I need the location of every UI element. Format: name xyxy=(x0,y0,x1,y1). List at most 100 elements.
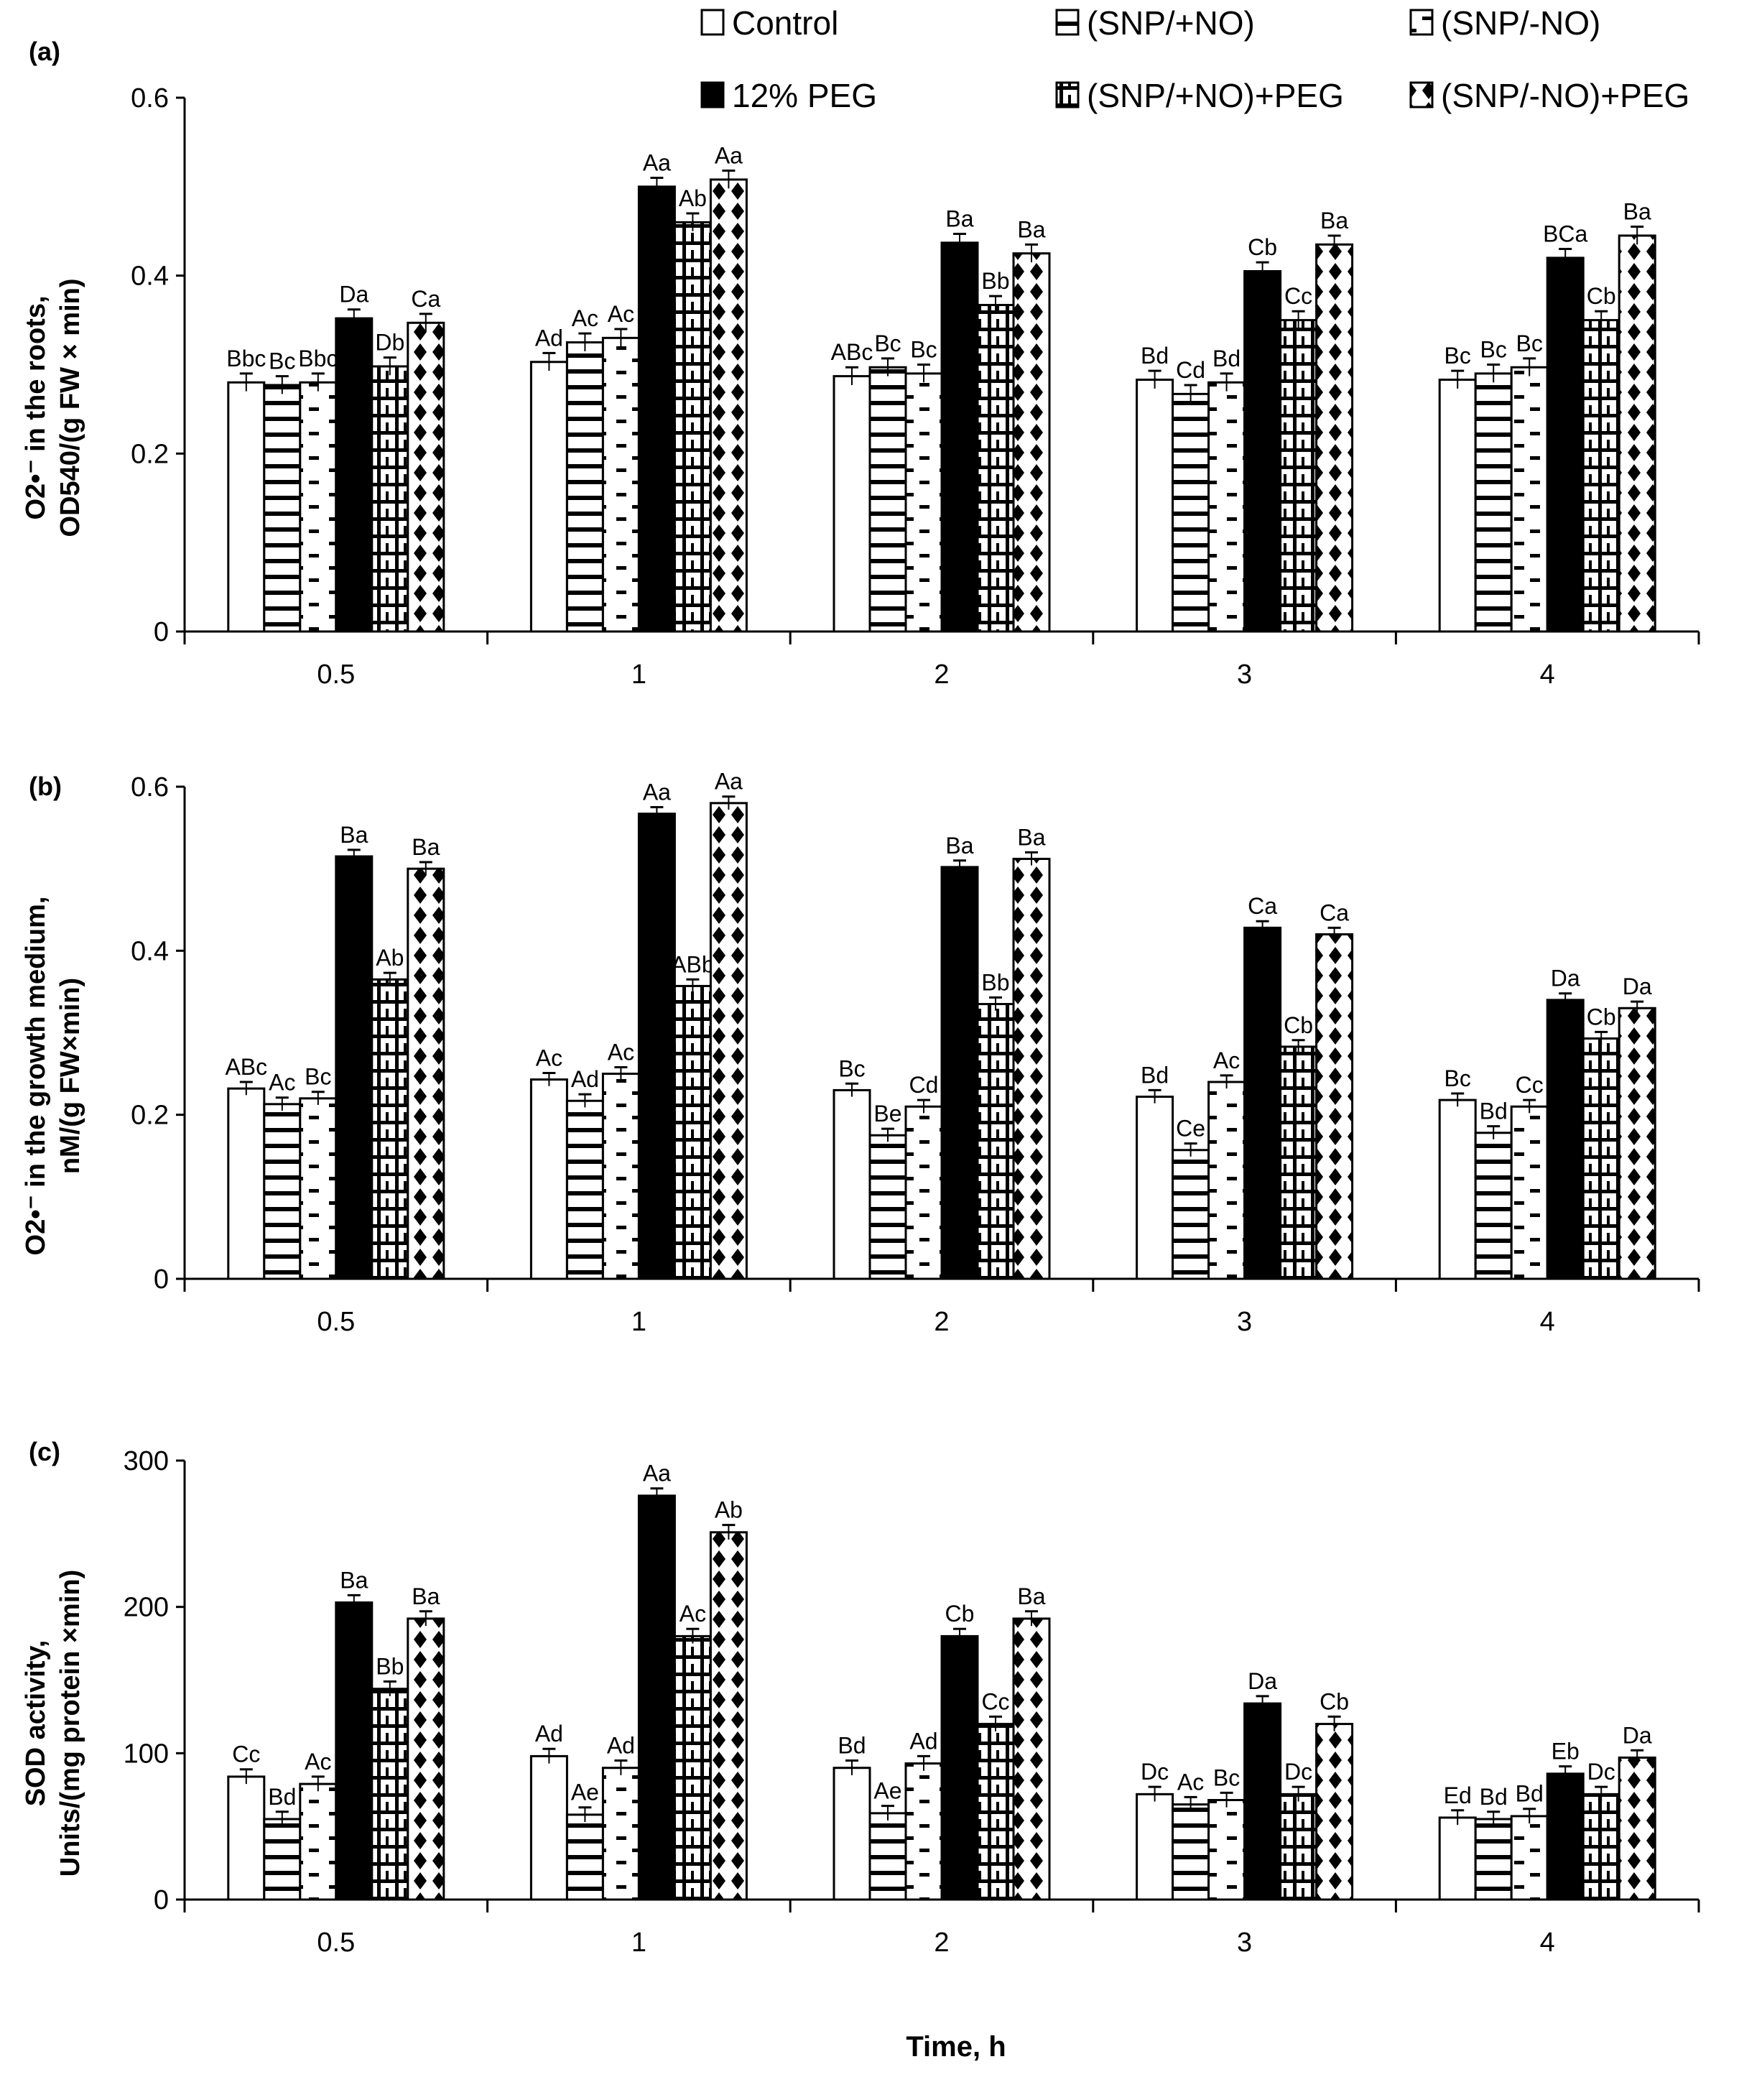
bar xyxy=(673,984,712,1280)
legend-swatch xyxy=(700,9,725,36)
legend-label: (SNP/+NO)+PEG xyxy=(1087,77,1344,114)
bar-label: Ac xyxy=(536,1045,562,1070)
bar xyxy=(833,1767,871,1901)
legend-swatch xyxy=(700,81,725,108)
bar-label: Db xyxy=(375,330,404,356)
legend-swatch xyxy=(1409,9,1434,36)
bar-label: Bc xyxy=(838,1055,865,1081)
bar xyxy=(1315,1723,1354,1901)
bar-label: Bc xyxy=(305,1064,331,1090)
bar xyxy=(407,867,445,1280)
bar-label: BCa xyxy=(1543,221,1587,247)
bar xyxy=(1012,252,1051,633)
bar xyxy=(1279,1045,1318,1280)
bar-label: Ed xyxy=(1444,1782,1472,1808)
legend-label: 12% PEG xyxy=(732,77,877,114)
bar-label: ABc xyxy=(831,339,873,365)
x-tick-label: 4 xyxy=(1540,660,1555,690)
bar xyxy=(1546,256,1585,633)
bar-label: Ac xyxy=(1177,1769,1204,1795)
bar-label: Cb xyxy=(1587,1004,1616,1030)
bar xyxy=(833,375,871,633)
chart-panel: (b) O2•⁻ in the growth medium, nM/(g FW×mi… xyxy=(21,769,1700,1337)
bar-label: Ad xyxy=(909,1728,937,1754)
bar-label: Aa xyxy=(643,1461,671,1486)
bar xyxy=(1582,1037,1620,1280)
bar xyxy=(709,1531,748,1901)
x-tick-label: 3 xyxy=(1237,660,1252,690)
bar xyxy=(335,317,374,633)
bar-label: Bbc xyxy=(298,346,338,371)
y-tick-label: 0 xyxy=(154,617,169,647)
bar xyxy=(1012,1617,1051,1901)
bar-label: Ad xyxy=(535,1721,563,1747)
bar-label: Bd xyxy=(1516,1781,1544,1807)
bar-label: Ac xyxy=(608,1039,634,1065)
bar xyxy=(1546,999,1585,1280)
bar-label: Cb xyxy=(1587,283,1616,309)
bar xyxy=(709,802,748,1280)
bar-label: Ad xyxy=(535,325,563,351)
bar xyxy=(1315,243,1354,633)
bar xyxy=(299,1782,338,1901)
bar xyxy=(637,813,676,1280)
y-tick-label: 0.4 xyxy=(131,262,169,292)
bar-label: Ba xyxy=(945,833,973,859)
bar xyxy=(1618,1756,1656,1901)
bar xyxy=(601,336,640,633)
x-tick-label: 3 xyxy=(1237,1307,1252,1337)
bar-label: Cd xyxy=(1176,357,1205,383)
chart-panel: (c) SOD activity, Units/(mg protein ×min) 0… xyxy=(21,1437,1700,1958)
bar xyxy=(263,1818,302,1901)
bar-label: Ac xyxy=(269,1070,295,1096)
x-axis-label: Time, h xyxy=(906,2031,1006,2063)
bar-label: Bc xyxy=(1213,1764,1240,1790)
x-tick-label: 1 xyxy=(631,1307,646,1337)
bar xyxy=(1582,1793,1620,1901)
bar xyxy=(868,1812,907,1901)
bar-label: Ca xyxy=(1248,893,1277,919)
bar-label: Ba xyxy=(1623,199,1651,225)
y-axis-label: Units/(mg protein ×min) xyxy=(55,1570,85,1877)
bar-label: Cb xyxy=(1284,1012,1313,1038)
bar xyxy=(1243,1702,1282,1901)
y-tick-label: 100 xyxy=(124,1739,169,1769)
bar xyxy=(1207,381,1246,633)
legend-label: (SNP/+NO) xyxy=(1087,4,1255,42)
bar xyxy=(940,241,979,633)
bar-label: Da xyxy=(1248,1668,1277,1694)
bar-label: Dc xyxy=(1141,1759,1169,1785)
bar-label: Ac xyxy=(1213,1047,1240,1073)
bar xyxy=(407,321,445,633)
bar-label: Ba xyxy=(1320,208,1348,233)
legend-swatch xyxy=(1055,81,1080,108)
bar xyxy=(637,1494,676,1901)
bar xyxy=(1510,366,1549,633)
bar-label: Ad xyxy=(571,1066,599,1092)
bar-label: ABc xyxy=(225,1054,267,1080)
bar xyxy=(371,365,409,633)
bar xyxy=(1510,1105,1549,1280)
bar xyxy=(227,1087,266,1280)
bar-label: Bbc xyxy=(226,346,266,371)
bar-label: Cd xyxy=(909,1072,939,1098)
x-tick-label: 0.5 xyxy=(317,660,355,690)
y-axis-label: nM/(g FW×min) xyxy=(55,978,85,1174)
bar xyxy=(1172,1149,1210,1280)
bar-label: Ca xyxy=(1320,899,1349,925)
bar xyxy=(263,384,302,633)
bar xyxy=(1207,1799,1246,1901)
bar-label: Bb xyxy=(376,1654,404,1680)
bar-label: Bc xyxy=(1444,343,1471,369)
bar xyxy=(1279,1793,1318,1901)
bar xyxy=(1474,372,1513,633)
bar-label: Ce xyxy=(1176,1116,1205,1142)
bar xyxy=(1510,1815,1549,1901)
bar xyxy=(868,366,907,633)
bar-label: Aa xyxy=(643,149,671,175)
bar-label: Ba xyxy=(412,1583,440,1609)
bar-label: Bc xyxy=(269,348,295,374)
y-axis-label: SOD activity, xyxy=(21,1640,51,1807)
bar xyxy=(565,341,604,633)
bar xyxy=(407,1617,445,1901)
